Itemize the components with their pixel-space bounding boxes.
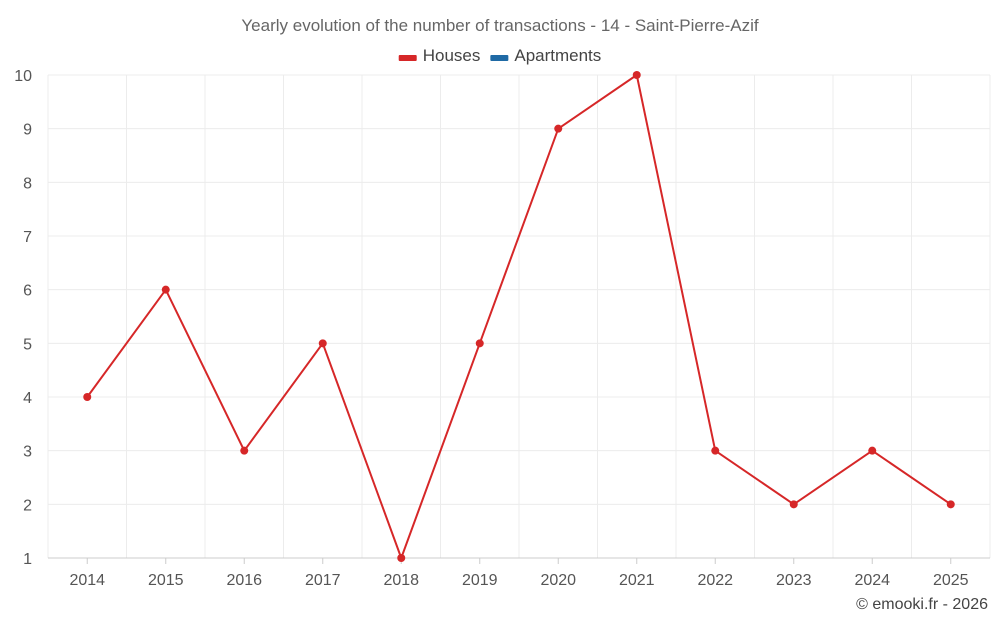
x-tick-label: 2015 <box>148 572 184 589</box>
y-tick-label: 6 <box>23 283 32 300</box>
y-tick-label: 4 <box>23 390 32 407</box>
y-tick-label: 7 <box>23 229 32 246</box>
y-tick-label: 2 <box>23 497 32 514</box>
y-tick-label: 10 <box>14 68 32 85</box>
x-tick-label: 2024 <box>854 572 890 589</box>
chart-title: Yearly evolution of the number of transa… <box>241 16 758 35</box>
legend-label: Apartments <box>514 46 601 65</box>
legend-label: Houses <box>423 46 481 65</box>
legend-swatch <box>398 55 417 61</box>
data-point[interactable] <box>632 71 641 79</box>
data-point[interactable] <box>946 500 955 509</box>
x-tick-label: 2021 <box>619 572 655 589</box>
x-tick-label: 2016 <box>226 572 262 589</box>
data-point[interactable] <box>318 339 327 348</box>
data-point[interactable] <box>789 500 798 509</box>
y-tick-label: 3 <box>23 444 32 461</box>
x-tick-label: 2020 <box>540 572 576 589</box>
x-tick-label: 2017 <box>305 572 341 589</box>
x-tick-label: 2018 <box>383 572 419 589</box>
y-tick-label: 5 <box>23 336 32 353</box>
x-tick-label: 2022 <box>697 572 733 589</box>
data-point[interactable] <box>554 124 563 133</box>
x-tick-label: 2025 <box>933 572 969 589</box>
gridlines <box>47 74 991 558</box>
y-tick-label: 9 <box>23 122 32 139</box>
legend: Houses Apartments <box>398 46 601 65</box>
data-point[interactable] <box>83 393 92 401</box>
x-tick-label: 2014 <box>69 572 105 589</box>
legend-item-houses[interactable]: Houses <box>398 46 481 65</box>
y-tick-label: 8 <box>23 175 32 192</box>
data-point[interactable] <box>161 285 170 294</box>
data-point[interactable] <box>868 446 877 455</box>
data-point[interactable] <box>711 446 720 455</box>
data-point[interactable] <box>397 554 406 562</box>
credit-text: © emooki.fr - 2026 <box>856 596 988 613</box>
data-point[interactable] <box>475 339 484 348</box>
y-tick-label: 1 <box>23 551 32 568</box>
legend-swatch <box>490 55 509 61</box>
data-point[interactable] <box>240 446 249 455</box>
series-layer <box>83 71 955 562</box>
legend-item-apartments[interactable]: Apartments <box>490 46 601 65</box>
x-tick-label: 2019 <box>462 572 498 589</box>
series-line-houses <box>86 74 952 559</box>
axes: 1 2 3 4 5 6 7 8 9 10 2014 2015 2016 2017 2018 2019 2020 2… <box>14 68 990 589</box>
x-tick-label: 2023 <box>776 572 812 589</box>
